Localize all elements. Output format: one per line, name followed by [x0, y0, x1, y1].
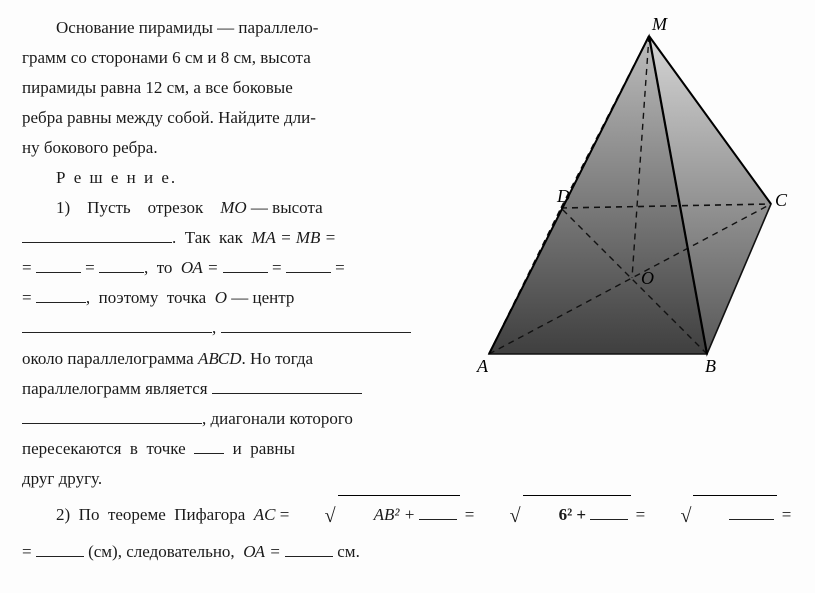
blank [286, 257, 331, 273]
blank [36, 287, 86, 303]
problem-line: грамм со сторонами 6 см и 8 см, высота [22, 48, 311, 67]
step1-text: = [22, 288, 36, 307]
problem-line: ребра равны между собой. Найдите дли- [22, 108, 316, 127]
step2-formula: 2) По теореме Пифагора AC = AB² + = 6² +… [22, 495, 792, 571]
sqrt-icon [649, 495, 777, 533]
step1-text: , то [144, 258, 181, 277]
problem-line: Основание пирамиды — параллело- [56, 18, 318, 37]
pyramid-figure: M A B C D O [459, 14, 789, 374]
blank [223, 257, 268, 273]
blank [22, 407, 202, 423]
label-o: O [641, 268, 654, 288]
problem-line: ну бокового ребра. [22, 138, 158, 157]
label-b: B [705, 356, 716, 374]
step1-text: . Но тогда [242, 349, 314, 368]
step1-text: . Так как [172, 228, 251, 247]
blank [22, 227, 172, 243]
blank [36, 541, 84, 557]
blank [221, 317, 411, 333]
problem-line: пирамиды равна 12 см, а все боковые [22, 78, 293, 97]
step2-text: см. [333, 542, 360, 561]
step1-text: , поэтому точка [86, 288, 215, 307]
label-d: D [556, 186, 570, 206]
sqrt-icon: AB² + [294, 495, 461, 533]
step2-text: (см), следовательно, [84, 542, 243, 561]
label-a: A [476, 356, 489, 374]
blank [36, 257, 81, 273]
step1-text: — высота [247, 198, 323, 217]
sqrt-icon: 6² + [479, 495, 632, 533]
blank [99, 257, 144, 273]
ab2: AB² + [374, 505, 420, 524]
step1-text: 1) Пусть отрезок [56, 198, 220, 217]
step2-text: = [22, 542, 36, 561]
step1-text: = [22, 258, 36, 277]
step1-text: пересекаются в точке [22, 439, 194, 458]
step1-text: параллелограмм является [22, 379, 212, 398]
blank [419, 503, 457, 519]
blank [22, 317, 212, 333]
eq-text: ОА = [181, 258, 223, 277]
blank [194, 437, 224, 453]
problem-text: Основание пирамиды — параллело- грамм со… [22, 14, 452, 493]
step1-text: = [331, 258, 345, 277]
step1-text: около параллелограмма [22, 349, 198, 368]
oa: ОА = [243, 542, 285, 561]
step1-text: и равны [224, 439, 295, 458]
step1-text: = [81, 258, 99, 277]
step2-text: 2) По теореме Пифагора [56, 505, 254, 524]
ac: AC [254, 505, 276, 524]
label-m: M [651, 14, 668, 34]
step1-text: друг другу. [22, 469, 102, 488]
six2: 6² + [559, 505, 591, 524]
step1-text: = [268, 258, 286, 277]
blank [212, 377, 362, 393]
blank [285, 541, 333, 557]
step1-text: — центр [227, 288, 294, 307]
blank [729, 503, 774, 519]
point-o: О [215, 288, 227, 307]
solution-heading: Р е ш е н и е. [56, 168, 177, 187]
eq-text: МА = МВ = [251, 228, 336, 247]
step1-text: , [212, 318, 216, 337]
segment-mo: МО [220, 198, 246, 217]
abcd: АВСD [198, 349, 242, 368]
blank [590, 503, 628, 519]
label-c: C [775, 190, 788, 210]
step1-text: , диагонали которого [202, 409, 353, 428]
